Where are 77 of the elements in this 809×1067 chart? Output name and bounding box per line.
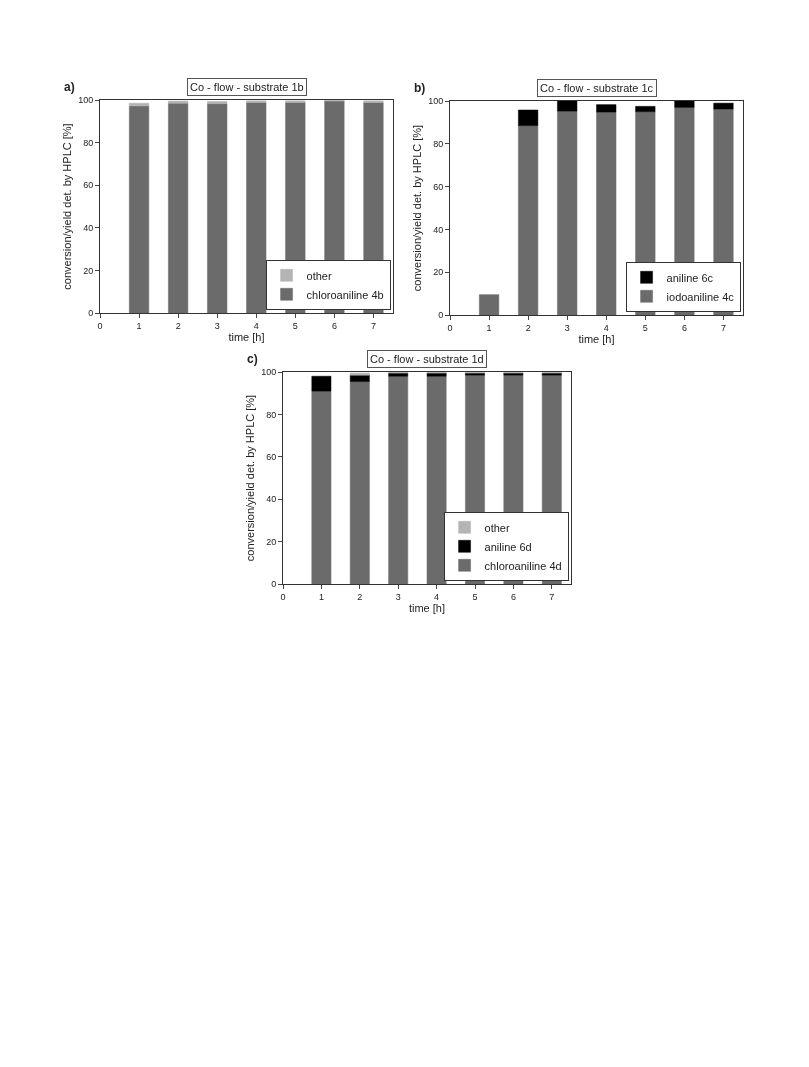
legend-label: aniline 6c [666,271,714,284]
chart-title: Co - flow - substrate 1c [540,82,654,94]
bar [349,372,370,376]
y-axis-title: conversion/yield det. by HPLC [%] [60,123,73,290]
bar [674,101,695,108]
x-tick-label: 3 [564,322,570,333]
bar [388,375,409,584]
x-tick-label: 6 [331,320,337,331]
y-tick-label: 100 [428,96,444,107]
chart-title: Co - flow - substrate 1b [190,81,304,93]
legend-label: iodoaniline 4c [666,290,735,303]
x-tick-label: 4 [253,320,259,331]
legend-label: chloroaniline 4d [484,559,562,572]
y-axis-title: conversion/yield det. by HPLC [%] [410,124,423,292]
y-tick-label: 20 [83,265,94,276]
bar [311,390,332,584]
x-tick-label: 1 [486,322,492,333]
legend-label: chloroaniline 4b [306,288,384,301]
chart-title: Co - flow - substrate 1d [370,353,484,365]
y-tick-label: 80 [266,409,277,420]
legend-label: other [306,269,332,282]
bar [596,111,617,315]
x-tick-label: 2 [357,591,363,602]
x-axis-title: time [h] [228,330,265,343]
y-axis-title: conversion/yield det. by HPLC [%] [243,394,256,562]
bar [635,106,656,112]
x-axis-title: time [h] [408,601,446,614]
x-axis-title: time [h] [578,332,615,345]
y-tick-label: 80 [433,138,444,149]
y-tick-label: 100 [261,367,277,378]
text: a) [64,80,75,94]
y-tick-label: 40 [433,224,444,235]
x-tick-label: 6 [681,322,687,333]
bar [518,109,539,126]
y-tick-label: 0 [438,310,444,321]
x-tick-label: 7 [720,322,726,333]
x-tick-label: 5 [472,591,478,602]
x-tick-label: 5 [292,320,298,331]
x-tick-label: 4 [434,591,440,602]
x-tick-label: 0 [97,320,103,331]
bar [311,375,332,392]
x-tick-label: 2 [175,320,181,331]
y-tick-label: 0 [271,579,277,590]
bar [479,294,500,315]
text: b) [414,81,426,95]
y-tick-label: 100 [78,95,94,106]
bar [557,101,578,112]
bar [713,102,734,110]
bar [596,104,617,113]
y-tick-label: 60 [266,451,277,462]
x-tick-label: 2 [525,322,531,333]
y-tick-label: 20 [266,536,277,547]
legend-label: other [484,521,510,534]
x-tick-label: 0 [280,591,286,602]
x-tick-label: 0 [447,322,453,333]
y-tick-label: 60 [433,181,444,192]
text: c) [247,352,258,366]
y-tick-label: 0 [88,308,94,319]
x-tick-label: 1 [318,591,324,602]
y-tick-label: 60 [83,180,94,191]
bar [349,381,370,584]
x-tick-label: 1 [136,320,142,331]
bar [557,110,578,315]
x-tick-label: 7 [370,320,376,331]
y-tick-label: 80 [83,137,94,148]
x-tick-label: 5 [642,322,648,333]
y-tick-label: 20 [433,267,444,278]
bar [426,375,447,584]
bar [518,125,539,315]
x-tick-label: 7 [549,591,555,602]
y-tick-label: 40 [266,494,277,505]
y-tick-label: 40 [83,222,94,233]
x-tick-label: 3 [395,591,401,602]
x-tick-label: 3 [214,320,220,331]
x-tick-label: 4 [603,322,609,333]
legend-label: aniline 6d [484,540,532,553]
x-tick-label: 6 [510,591,516,602]
